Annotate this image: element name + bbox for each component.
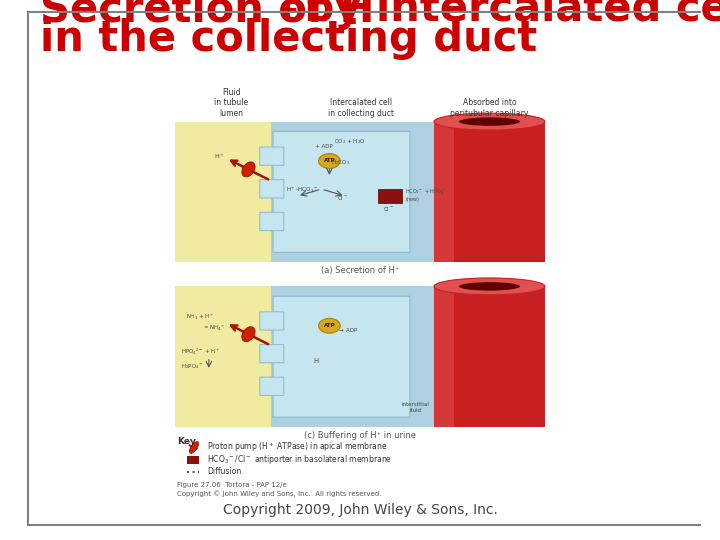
Ellipse shape bbox=[459, 117, 520, 126]
Text: CO$_2$ + H$_2$O: CO$_2$ + H$_2$O bbox=[334, 137, 366, 145]
Text: Copyright © John Wiley and Sons, Inc.  All rights reserved.: Copyright © John Wiley and Sons, Inc. Al… bbox=[177, 490, 382, 497]
Text: Secretion of H: Secretion of H bbox=[40, 0, 374, 30]
FancyBboxPatch shape bbox=[260, 312, 284, 330]
Text: in the collecting duct: in the collecting duct bbox=[40, 18, 537, 60]
FancyBboxPatch shape bbox=[273, 131, 410, 252]
Text: ATP: ATP bbox=[323, 323, 336, 328]
Text: Key: Key bbox=[177, 437, 196, 446]
Text: H$_2$PO$_4$$^-$: H$_2$PO$_4$$^-$ bbox=[181, 362, 203, 371]
Bar bbox=[434, 286, 454, 427]
Text: HCO$_3$$^-$ + HCO$_3^-$
(new): HCO$_3$$^-$ + HCO$_3^-$ (new) bbox=[405, 187, 446, 202]
FancyBboxPatch shape bbox=[273, 296, 410, 417]
Text: HPO$_4$$^{2-}$ + H$^+$: HPO$_4$$^{2-}$ + H$^+$ bbox=[181, 347, 220, 357]
Ellipse shape bbox=[434, 278, 545, 295]
Ellipse shape bbox=[189, 442, 199, 454]
Text: (a) Secretion of H⁺: (a) Secretion of H⁺ bbox=[321, 266, 399, 275]
Bar bbox=[434, 122, 454, 262]
Text: Intercalated cell
in collecting duct: Intercalated cell in collecting duct bbox=[328, 98, 394, 118]
FancyBboxPatch shape bbox=[260, 212, 284, 231]
Bar bbox=[175, 122, 434, 262]
Bar bbox=[187, 456, 199, 464]
Text: $\rightarrow$ ADP: $\rightarrow$ ADP bbox=[337, 326, 359, 334]
Text: = NH$_4$$^+$: = NH$_4$$^+$ bbox=[203, 323, 226, 333]
FancyBboxPatch shape bbox=[260, 377, 284, 395]
Text: H: H bbox=[313, 357, 318, 364]
Text: by intercalated cells: by intercalated cells bbox=[290, 0, 720, 30]
Text: +: + bbox=[277, 0, 298, 22]
Text: NH$_3$ + H$^+$: NH$_3$ + H$^+$ bbox=[186, 312, 215, 321]
Text: HCO$_3$$^-$/Cl$^-$ antiporter in basolateral membrane: HCO$_3$$^-$/Cl$^-$ antiporter in basolat… bbox=[207, 454, 392, 467]
Text: Copyright 2009, John Wiley & Sons, Inc.: Copyright 2009, John Wiley & Sons, Inc. bbox=[222, 503, 498, 517]
Text: Fluid
in tubule
lumen: Fluid in tubule lumen bbox=[215, 88, 248, 118]
Bar bbox=[434, 122, 545, 262]
Text: H$_2$CO$_3$: H$_2$CO$_3$ bbox=[331, 158, 351, 167]
Text: H$^+$: H$^+$ bbox=[215, 152, 225, 161]
Ellipse shape bbox=[242, 162, 255, 177]
Text: ATP: ATP bbox=[323, 158, 336, 164]
Text: interstitial
fluid: interstitial fluid bbox=[402, 402, 429, 413]
Text: Absorbed into
peritubular capillary: Absorbed into peritubular capillary bbox=[450, 98, 528, 118]
Bar bbox=[243, 122, 434, 262]
Text: H$^+$–HCO$_3$$^-$: H$^+$–HCO$_3$$^-$ bbox=[286, 185, 318, 195]
FancyBboxPatch shape bbox=[260, 345, 284, 363]
Bar bbox=[175, 286, 434, 427]
Ellipse shape bbox=[434, 113, 545, 130]
Text: Proton pump (H$^+$ ATPase) in apical membrane: Proton pump (H$^+$ ATPase) in apical mem… bbox=[207, 440, 387, 454]
FancyBboxPatch shape bbox=[260, 147, 284, 165]
Bar bbox=[434, 286, 545, 427]
Ellipse shape bbox=[318, 153, 341, 168]
Ellipse shape bbox=[459, 282, 520, 291]
Ellipse shape bbox=[318, 319, 341, 333]
Text: (c) Buffering of H⁺ in urine: (c) Buffering of H⁺ in urine bbox=[304, 431, 416, 440]
Text: Figure 27.06  Tortora - PAP 12/e: Figure 27.06 Tortora - PAP 12/e bbox=[177, 482, 287, 488]
Text: Cl$^-$: Cl$^-$ bbox=[383, 205, 394, 213]
Bar bbox=[175, 122, 271, 262]
Bar bbox=[175, 286, 271, 427]
Text: + ADP: + ADP bbox=[315, 144, 333, 149]
FancyBboxPatch shape bbox=[260, 180, 284, 198]
Text: Cl$^-$: Cl$^-$ bbox=[337, 194, 348, 202]
Bar bbox=[243, 286, 434, 427]
Text: Diffusion: Diffusion bbox=[207, 468, 241, 476]
Ellipse shape bbox=[242, 327, 255, 342]
Bar bbox=[378, 189, 402, 203]
